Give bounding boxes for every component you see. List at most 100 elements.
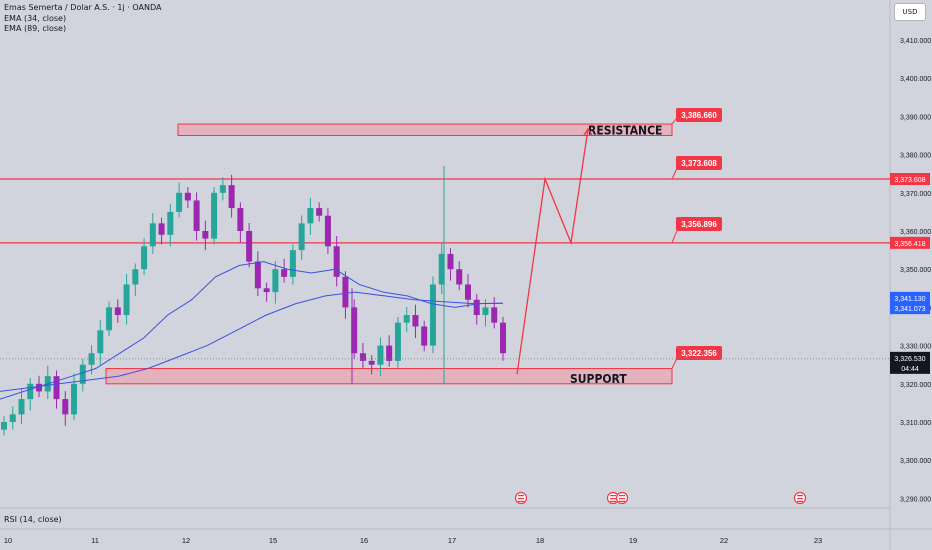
callout-price: 3,373.608 xyxy=(681,159,717,168)
candle-body xyxy=(272,269,279,293)
candle-body xyxy=(377,345,384,365)
ema89-axis-label-bg xyxy=(890,302,930,315)
candle-body xyxy=(9,414,16,422)
projection-arrowhead xyxy=(583,127,593,136)
x-tick-label: 12 xyxy=(182,536,190,545)
event-flag-stripe xyxy=(797,498,803,500)
candle-body xyxy=(193,200,200,231)
zone-rect xyxy=(177,123,673,137)
y-tick-label: 3,410.000 xyxy=(900,38,931,45)
event-flag-stripe xyxy=(518,495,524,497)
candle-body xyxy=(167,211,174,235)
candle-body xyxy=(289,250,296,277)
candle-body xyxy=(473,299,480,316)
y-tick-label: 3,300.000 xyxy=(900,458,931,465)
event-flag-icon xyxy=(793,491,807,505)
axis-price-badge xyxy=(890,236,930,249)
y-tick-label: 3,320.000 xyxy=(900,382,931,389)
candle-body xyxy=(324,215,331,247)
callout-badge xyxy=(676,346,722,360)
candle-body xyxy=(281,269,288,277)
zone-label: RESISTANCE xyxy=(588,124,662,138)
ema89-axis-label: 3,341.073 xyxy=(894,306,925,313)
candle-body xyxy=(351,307,358,354)
x-tick-label: 11 xyxy=(91,536,99,545)
zone-rect xyxy=(105,368,673,385)
candle-body xyxy=(211,192,218,239)
candle-body xyxy=(359,353,366,361)
event-flag-stripe xyxy=(610,498,616,500)
ema34-legend: EMA (34, close) xyxy=(4,13,67,23)
event-flag-stripe xyxy=(619,498,625,500)
candle-body xyxy=(429,284,436,346)
chart-legend: Emas Semerta / Dolar A.S. · 1j · OANDA E… xyxy=(4,3,161,35)
candle-body xyxy=(456,269,463,285)
zone-label: SUPPORT xyxy=(570,372,627,386)
candle-body xyxy=(149,223,156,247)
candle-body xyxy=(123,284,130,316)
currency-button[interactable]: USD xyxy=(894,3,926,21)
callout-price: 3,322.356 xyxy=(681,349,717,358)
last-price-badge xyxy=(890,351,930,374)
candle-body xyxy=(132,269,139,285)
candle-body xyxy=(62,399,69,415)
candle-body xyxy=(1,422,7,430)
candle-body xyxy=(447,253,454,270)
candle-body xyxy=(53,376,60,400)
candle-body xyxy=(27,383,34,400)
projection-path xyxy=(516,128,589,375)
candle-body xyxy=(88,353,95,365)
candle-body xyxy=(71,383,78,415)
ema34-axis-label-bg xyxy=(890,291,930,304)
candle-body xyxy=(412,315,419,327)
candle-body xyxy=(394,322,401,361)
candle-body xyxy=(184,192,191,201)
callout-price: 3,386.660 xyxy=(681,111,717,120)
candle-body xyxy=(79,364,86,384)
candle-body xyxy=(237,208,244,231)
candle-body xyxy=(228,185,235,209)
x-tick-label: 18 xyxy=(536,536,544,545)
candle-body xyxy=(298,223,305,251)
candle-body xyxy=(491,307,498,323)
callout-price: 3,356.896 xyxy=(681,220,717,229)
y-tick-label: 3,350.000 xyxy=(900,267,931,274)
event-flag-icon xyxy=(514,491,528,505)
candle-body xyxy=(219,185,226,193)
candle-body xyxy=(386,345,393,361)
axis-price-label: 3,356.418 xyxy=(894,241,925,248)
event-flag-stripe xyxy=(619,500,625,502)
x-tick-label: 23 xyxy=(814,536,822,545)
rsi-pane-label: RSI (14, close) xyxy=(4,515,62,524)
y-tick-label: 3,310.000 xyxy=(900,420,931,427)
candle-body xyxy=(18,399,25,415)
x-tick-label: 15 xyxy=(269,536,277,545)
callout-badge xyxy=(676,217,722,231)
y-tick-label: 3,390.000 xyxy=(900,114,931,121)
candle-body xyxy=(342,276,349,308)
candle-body xyxy=(176,192,183,212)
candle-body xyxy=(263,288,270,293)
event-flag-stripe xyxy=(619,495,625,497)
callout-badge xyxy=(676,156,722,170)
countdown-label: 04:44 xyxy=(901,366,919,373)
axis-price-label: 3,373.608 xyxy=(894,177,925,184)
y-tick-label: 3,380.000 xyxy=(900,153,931,160)
candle-body xyxy=(254,261,261,289)
candle-body xyxy=(141,246,148,270)
ema89-legend: EMA (89, close) xyxy=(4,24,67,33)
y-tick-label: 3,370.000 xyxy=(900,191,931,198)
candle-body xyxy=(333,246,340,277)
candle-body xyxy=(114,307,121,316)
x-tick-label: 10 xyxy=(4,536,12,545)
candle-body xyxy=(97,330,104,354)
candle-body xyxy=(246,231,253,262)
event-flag-stripe xyxy=(610,500,616,502)
candle-body xyxy=(403,315,410,323)
y-tick-label: 3,330.000 xyxy=(900,344,931,351)
ema89-line xyxy=(0,291,504,392)
event-flag-stripe xyxy=(797,500,803,502)
y-tick-label: 3,290.000 xyxy=(900,496,931,503)
candle-body xyxy=(316,208,323,216)
